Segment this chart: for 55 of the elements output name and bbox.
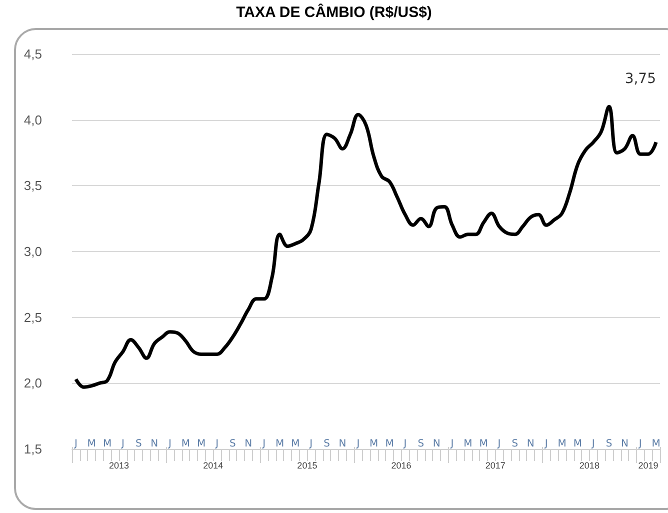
x-tick-label: N: [338, 438, 346, 450]
x-tick-label: J: [262, 438, 266, 450]
x-tick-label: N: [150, 438, 158, 450]
x-tick-label: J: [402, 438, 407, 450]
x-tick-label: M: [87, 438, 96, 450]
x-tick-label: M: [181, 438, 190, 450]
text: 2019: [638, 460, 658, 470]
x-tick-label: M: [102, 438, 112, 450]
x-tick-label: N: [244, 438, 252, 450]
x-tick-label: J: [73, 438, 78, 450]
chart-title: TAXA DE CÂMBIO (R$/US$): [235, 4, 433, 21]
x-tick-label: M: [197, 438, 206, 450]
x-tick-label: M: [573, 438, 582, 450]
x-tick-label: S: [324, 438, 330, 450]
x-tick-label: S: [418, 438, 424, 450]
text: 2013: [109, 460, 130, 470]
x-tick-label: J: [544, 438, 548, 450]
x-tick-label: M: [370, 438, 378, 450]
x-tick-label: M: [385, 438, 394, 450]
x-tick-label: J: [496, 438, 501, 450]
y-tick-label: 2,5: [24, 310, 42, 325]
x-tick-label: M: [479, 438, 488, 450]
y-tick-label: 3,0: [24, 244, 42, 259]
x-tick-label: M: [464, 438, 472, 450]
x-tick-label: J: [638, 438, 642, 450]
text: 2017: [485, 460, 506, 470]
x-tick-label: J: [356, 438, 360, 450]
x-tick-label: M: [558, 438, 566, 450]
text: 2018: [579, 460, 600, 470]
x-tick-label: J: [168, 438, 172, 450]
x-tick-label: S: [512, 438, 518, 450]
y-tick-label: 2,0: [24, 376, 42, 391]
annotation: 3,75: [624, 71, 656, 87]
x-tick-label: S: [135, 438, 142, 450]
x-tick-label: N: [432, 438, 440, 450]
x-tick-label: J: [214, 438, 219, 450]
y-tick-label: 1,5: [24, 442, 42, 456]
x-tick-label: J: [590, 438, 595, 450]
x-tick-label: J: [120, 438, 124, 450]
text: 2016: [391, 460, 412, 470]
x-tick-label: S: [230, 438, 236, 450]
x-tick-label: J: [450, 438, 454, 450]
x-tick-label: S: [606, 438, 612, 450]
x-tick-label: M: [652, 438, 660, 450]
x-tick-label: N: [620, 438, 628, 450]
text: 2015: [297, 460, 318, 470]
y-tick-label: 4,5: [24, 46, 42, 62]
x-tick-label: N: [526, 438, 534, 450]
text: 2014: [203, 460, 224, 470]
y-tick-label: 3,5: [24, 178, 42, 194]
x-tick-label: M: [275, 438, 284, 450]
x-tick-label: M: [291, 438, 300, 450]
y-tick-label: 4,0: [24, 112, 42, 128]
line-series: [74, 104, 658, 389]
x-tick-label: J: [308, 438, 313, 450]
